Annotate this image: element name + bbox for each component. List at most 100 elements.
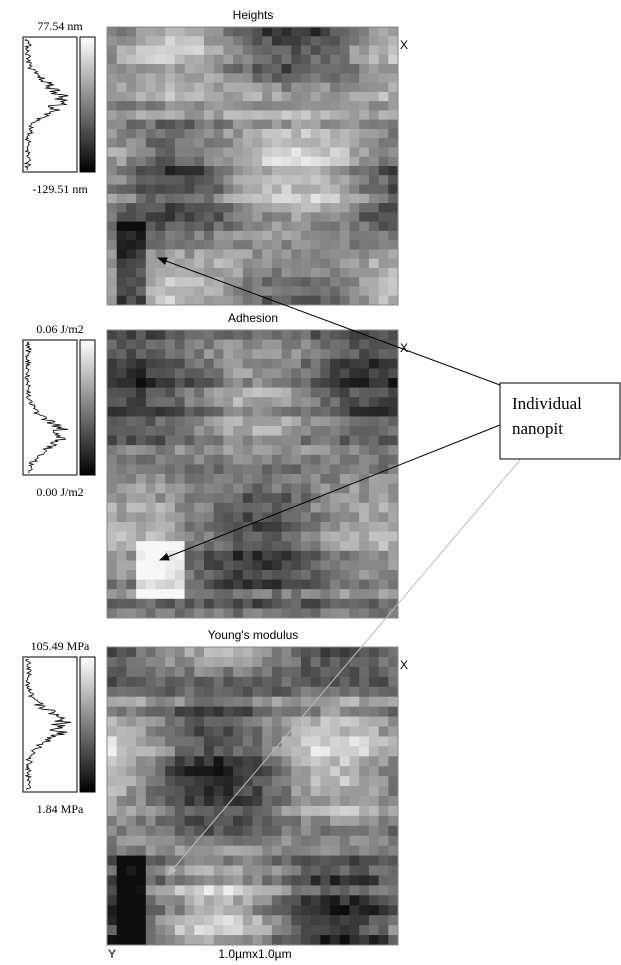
pixel (388, 368, 399, 379)
pixel (291, 295, 302, 306)
pixel (320, 579, 331, 590)
pixel (349, 579, 360, 590)
pixel (116, 776, 127, 787)
pixel (155, 815, 166, 827)
pixel (262, 845, 273, 857)
pixel (194, 905, 205, 916)
pixel (291, 119, 302, 130)
pixel (126, 277, 137, 287)
pixel (174, 416, 186, 427)
pixel (126, 230, 137, 241)
pixel (174, 27, 186, 37)
pixel (291, 726, 302, 737)
pixel (388, 445, 399, 456)
pixel (388, 579, 399, 590)
pixel (242, 474, 253, 485)
pixel (368, 905, 380, 916)
pixel (204, 895, 215, 906)
pixel (359, 815, 370, 827)
pixel (378, 598, 389, 609)
pixel (155, 706, 166, 718)
pixel (330, 464, 341, 475)
pixel (301, 435, 312, 446)
pixel (252, 716, 263, 727)
pixel (233, 101, 244, 111)
pixel (281, 815, 292, 827)
pixel (330, 776, 341, 787)
pixel (368, 895, 380, 906)
pixel (223, 915, 234, 926)
pixel (359, 147, 370, 158)
pixel (213, 330, 224, 341)
pixel (194, 647, 205, 658)
pixel (388, 560, 399, 571)
pixel (145, 295, 156, 306)
pixel (378, 579, 389, 590)
pixel (271, 786, 283, 797)
pixel (242, 221, 253, 232)
pixel (301, 406, 312, 417)
pixel (378, 493, 389, 504)
pixel (242, 147, 253, 158)
pixel (126, 454, 137, 465)
pixel (233, 147, 244, 158)
pixel (136, 805, 147, 817)
pixel (204, 193, 215, 204)
pixel (262, 666, 273, 678)
pixel (116, 330, 127, 341)
pixel (271, 865, 283, 876)
pixel (116, 212, 127, 223)
pixel (281, 156, 292, 167)
pixel (339, 502, 350, 513)
pixel (262, 706, 273, 718)
pixel (155, 483, 166, 494)
pixel (242, 203, 253, 213)
pixel (330, 378, 341, 389)
pixel (252, 608, 263, 619)
pixel (136, 736, 147, 747)
pixel (233, 330, 244, 341)
pixel (339, 746, 350, 757)
pixel (204, 756, 215, 767)
pixel (184, 349, 195, 360)
pixel (271, 493, 283, 504)
pixel (174, 756, 186, 767)
pixel (320, 240, 331, 250)
pixel (223, 445, 234, 456)
pixel (184, 464, 195, 475)
pixel (378, 435, 389, 446)
pixel (242, 865, 253, 876)
pixel (320, 138, 331, 148)
pixel (378, 82, 389, 93)
pixel (145, 73, 156, 84)
pixel (291, 230, 302, 241)
pixel (359, 531, 370, 542)
pixel (291, 368, 302, 379)
pixel (349, 696, 360, 708)
pixel (301, 865, 312, 876)
pixel (271, 64, 283, 74)
pixel (126, 82, 137, 93)
pixel (116, 736, 127, 747)
pixel (310, 756, 321, 767)
pixel (330, 230, 341, 241)
pixel (116, 805, 127, 817)
pixel (281, 277, 292, 287)
pixel (174, 805, 186, 817)
pixel (291, 483, 302, 494)
pixel (271, 925, 283, 936)
pixel (378, 885, 389, 896)
pixel (281, 101, 292, 111)
pixel (184, 267, 195, 278)
pixel (378, 686, 389, 698)
pixel (223, 119, 234, 130)
pixel (310, 387, 321, 398)
pixel (310, 119, 321, 130)
pixel (126, 267, 137, 278)
pixel (165, 502, 176, 513)
pixel (271, 608, 283, 619)
pixel (184, 212, 195, 223)
pixel (107, 138, 118, 148)
pixel (233, 493, 244, 504)
